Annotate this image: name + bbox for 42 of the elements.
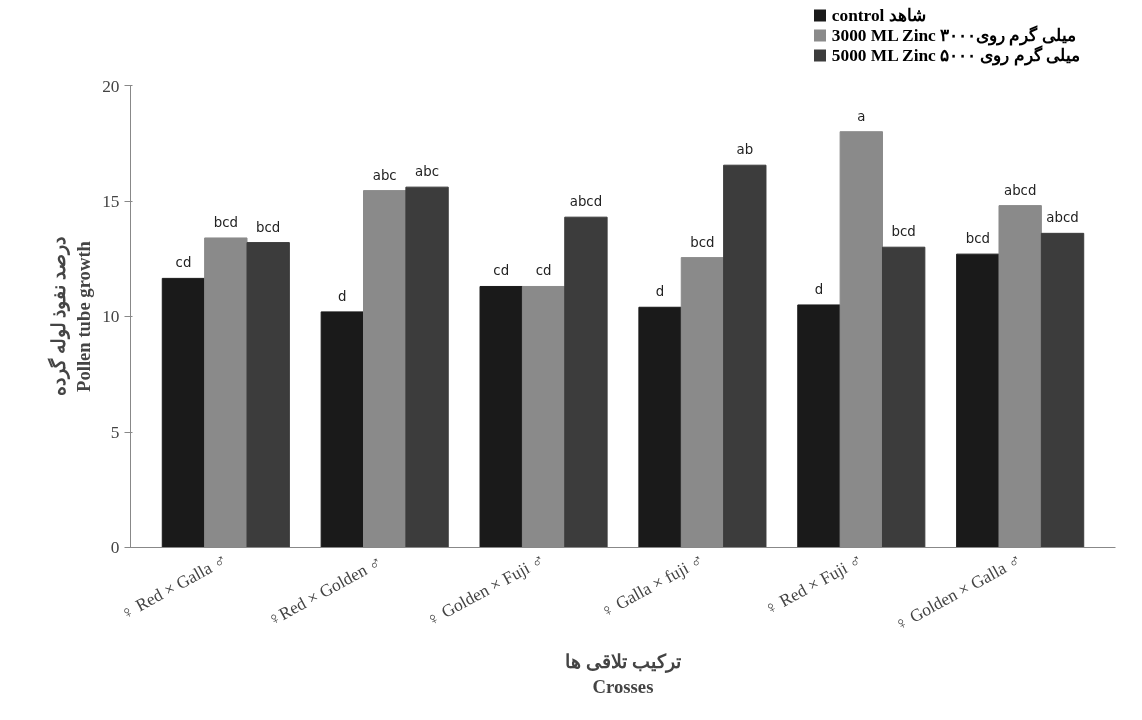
bar: [246, 242, 290, 548]
data-label: bcd: [690, 234, 715, 250]
bar: [881, 246, 926, 548]
bar: [405, 186, 449, 548]
y-tick-label: 5: [110, 422, 120, 442]
data-label: bcd: [256, 219, 281, 235]
data-label: abcd: [1003, 182, 1037, 198]
bar: [479, 285, 523, 548]
legend-label: 3000 ML Zinc ۳۰۰۰میلی گرم روی: [831, 25, 1076, 46]
data-label: bcd: [965, 231, 990, 247]
bar: [797, 304, 841, 548]
bar: [1040, 232, 1085, 548]
data-label: d: [655, 284, 665, 300]
data-label: abc: [415, 164, 440, 180]
data-label: bcd: [891, 224, 916, 240]
x-tick-label: ♀ Galla × fuji ♂: [597, 550, 707, 622]
bar: [161, 277, 206, 548]
data-label: cd: [175, 255, 192, 271]
bar: [638, 306, 682, 548]
data-label: cd: [535, 263, 552, 279]
y-tick-label: 10: [102, 307, 120, 326]
data-label: abcd: [569, 194, 603, 210]
data-label: abcd: [1046, 210, 1079, 226]
legend-label: control شاهد: [831, 6, 926, 25]
data-label: bcd: [213, 214, 238, 230]
y-tick-label: 0: [110, 538, 120, 557]
data-label: a: [857, 108, 866, 124]
bar: [564, 216, 608, 548]
bar: [723, 164, 767, 548]
x-tick-label: ♀ Golden × Fuji ♂: [423, 550, 549, 631]
data-label: ab: [736, 142, 754, 158]
y-tick-label: 20: [102, 76, 120, 96]
y-tick-label: 15: [102, 191, 120, 211]
data-label: d: [338, 288, 347, 304]
data-label: abc: [372, 167, 397, 183]
data-label: cd: [493, 263, 510, 279]
x-tick-label: ♀ Red × Fuji ♂: [761, 550, 866, 620]
legend-label: 5000 ML Zinc ۵۰۰۰ میلی گرم روی: [831, 45, 1081, 66]
data-label: d: [814, 281, 824, 297]
x-tick-label: ♀ Golden × Galla ♂: [891, 550, 1025, 635]
bar: [320, 311, 365, 548]
bar: [956, 253, 1000, 548]
